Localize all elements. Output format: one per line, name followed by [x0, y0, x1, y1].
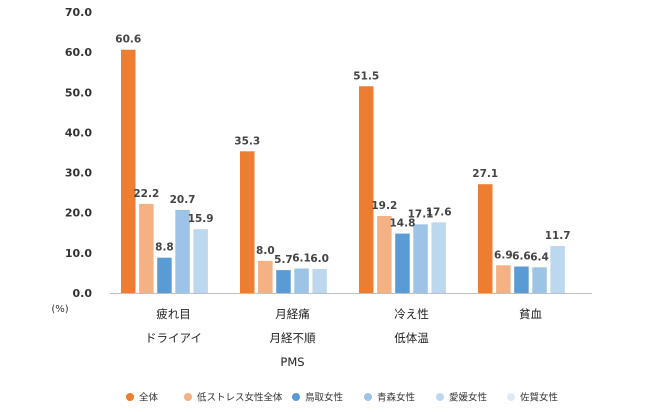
legend-marker: [184, 393, 192, 401]
data-label: 35.3: [234, 135, 260, 147]
category-label: PMS: [280, 355, 304, 369]
bar: [175, 209, 190, 293]
data-label: 60.6: [115, 34, 141, 46]
data-label: 15.9: [188, 213, 214, 225]
y-tick-label: 10.0: [65, 247, 92, 260]
legend-marker: [364, 393, 372, 401]
bar: [496, 265, 511, 293]
data-label: 6.9: [494, 249, 513, 261]
data-label: 17.6: [426, 206, 452, 218]
bar: [193, 229, 208, 293]
category-label: ドライアイ: [145, 331, 202, 345]
bar: [532, 267, 547, 293]
category-label: 月経不順: [270, 331, 316, 345]
data-label: 6.1: [292, 253, 311, 265]
category-label: 冷え性: [394, 307, 429, 321]
data-labels-group: 60.6 22.2 8.8 20.7 15.9 35.3 8.05.7 6.1 6.0 51.5 1…: [115, 34, 570, 266]
data-label: 51.5: [353, 70, 379, 82]
data-label: 11.7: [545, 230, 571, 242]
data-label: 17.1: [408, 208, 434, 220]
bar: [312, 268, 327, 293]
category-label: 貧血: [519, 307, 542, 321]
data-label: 20.7: [170, 194, 196, 206]
category-label: 疲れ目: [156, 307, 191, 321]
data-label: 27.1: [472, 168, 498, 180]
bar: [514, 266, 529, 293]
y-tick-label: 70.0: [65, 6, 92, 19]
legend-marker: [292, 393, 300, 401]
bar: [478, 184, 493, 293]
bar: [413, 224, 428, 293]
data-label: 14.8: [389, 218, 415, 230]
category-label: 低体温: [394, 331, 429, 345]
data-label: 5.7: [274, 254, 293, 266]
legend-marker: [126, 393, 134, 401]
legend-marker: [436, 393, 444, 401]
legend-label: 鳥取女性: [305, 392, 344, 404]
bar: [139, 203, 154, 293]
legend-label: 愛媛女性: [449, 392, 488, 404]
data-label: 6.4: [530, 251, 549, 263]
bar: [240, 151, 255, 293]
bar: [276, 270, 291, 293]
bar: [395, 233, 410, 293]
legend: 全体 低ストレス女性全体 鳥取女性 青森女性 愛媛女性 佐賀女性: [126, 392, 559, 404]
data-label: 8.8: [155, 242, 174, 254]
data-label: 6.0: [310, 253, 329, 265]
legend-label: 佐賀女性: [520, 392, 559, 404]
y-tick-label: 20.0: [65, 207, 92, 220]
legend-marker: [507, 393, 515, 401]
bar: [431, 222, 446, 293]
y-axis-unit-label: (%): [51, 304, 68, 315]
y-tick-label: 40.0: [65, 126, 92, 139]
legend-label: 青森女性: [377, 392, 416, 404]
y-tick-label: 30.0: [65, 167, 92, 180]
category-label: 月経痛: [275, 307, 310, 321]
bar: [359, 86, 374, 293]
legend-label: 低ストレス女性全体: [197, 392, 283, 404]
bar: [377, 215, 392, 293]
y-axis-tick-labels: 0.0 10.0 20.0 30.0 40.0 50.0 60.0 70.0: [65, 6, 92, 300]
data-label: 19.2: [371, 200, 397, 212]
y-tick-label: 0.0: [73, 287, 93, 300]
y-tick-label: 50.0: [65, 86, 92, 99]
bars-group: [121, 49, 565, 294]
data-label: 22.2: [133, 188, 159, 200]
y-tick-label: 60.0: [65, 46, 92, 59]
bar: [550, 246, 565, 293]
bar: [121, 49, 136, 294]
bar: [294, 268, 309, 293]
bar: [258, 260, 273, 293]
bar: [157, 257, 172, 293]
data-label: 8.0: [256, 245, 275, 257]
legend-label: 全体: [139, 392, 159, 404]
data-label: 6.6: [512, 251, 531, 263]
